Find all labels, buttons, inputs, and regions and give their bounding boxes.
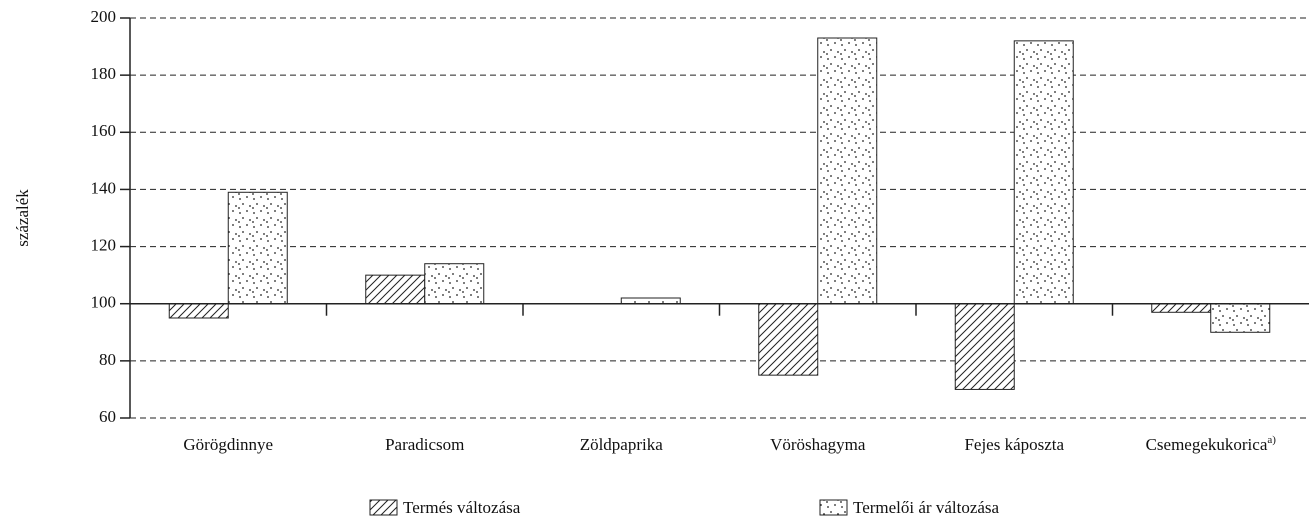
y-tick-label: 200 xyxy=(91,7,117,26)
y-tick-label: 100 xyxy=(91,293,117,312)
y-axis-label: százalék xyxy=(13,189,32,247)
category-name: Fejes káposzta xyxy=(964,435,1064,454)
legend-label: Termelői ár változása xyxy=(853,498,1000,517)
x-tick-label: Csemegekukoricaa) xyxy=(1146,434,1277,454)
bar xyxy=(168,303,229,319)
bar xyxy=(1151,303,1212,313)
category-name: Görögdinnye xyxy=(183,435,273,454)
x-tick-label: Fejes káposzta xyxy=(964,435,1064,454)
y-tick-label: 140 xyxy=(91,178,117,197)
x-tick-label: Vöröshagyma xyxy=(770,435,866,454)
category-name: Zöldpaprika xyxy=(580,435,664,454)
y-tick-label: 120 xyxy=(91,235,117,254)
category-footnote: a) xyxy=(1267,434,1276,446)
x-tick-label: Paradicsom xyxy=(385,435,464,454)
category-name: Vöröshagyma xyxy=(770,435,866,454)
bar xyxy=(227,191,288,305)
bar xyxy=(365,274,426,305)
bar xyxy=(1210,303,1271,333)
x-tick-label: Görögdinnye xyxy=(183,435,273,454)
category-name: Paradicsom xyxy=(385,435,464,454)
category-name: Csemegekukorica xyxy=(1146,435,1268,454)
bar xyxy=(620,297,681,305)
legend-swatch xyxy=(819,499,848,516)
bar xyxy=(758,303,819,376)
y-tick-label: 80 xyxy=(99,350,116,369)
y-tick-label: 180 xyxy=(91,64,117,83)
legend-swatch xyxy=(369,499,398,516)
bar xyxy=(817,37,878,305)
bar xyxy=(424,263,485,305)
x-tick-label: Zöldpaprika xyxy=(580,435,664,454)
bar xyxy=(954,303,1015,390)
bar xyxy=(1013,40,1074,305)
legend-label: Termés változása xyxy=(403,498,521,517)
y-tick-label: 160 xyxy=(91,121,117,140)
y-tick-label: 60 xyxy=(99,407,116,426)
